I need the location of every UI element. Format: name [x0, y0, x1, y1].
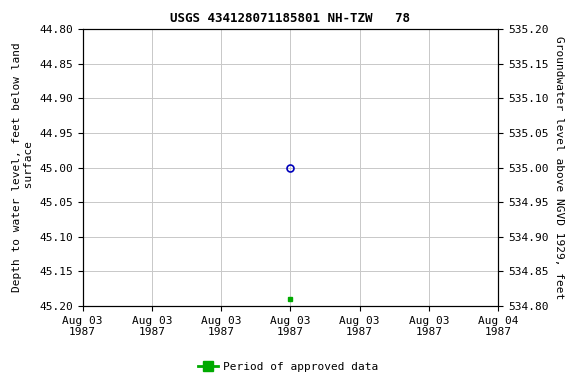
Title: USGS 434128071185801 NH-TZW   78: USGS 434128071185801 NH-TZW 78: [170, 12, 411, 25]
Y-axis label: Depth to water level, feet below land
 surface: Depth to water level, feet below land su…: [12, 43, 33, 292]
Legend: Period of approved data: Period of approved data: [193, 358, 383, 377]
Y-axis label: Groundwater level above NGVD 1929, feet: Groundwater level above NGVD 1929, feet: [554, 36, 564, 299]
